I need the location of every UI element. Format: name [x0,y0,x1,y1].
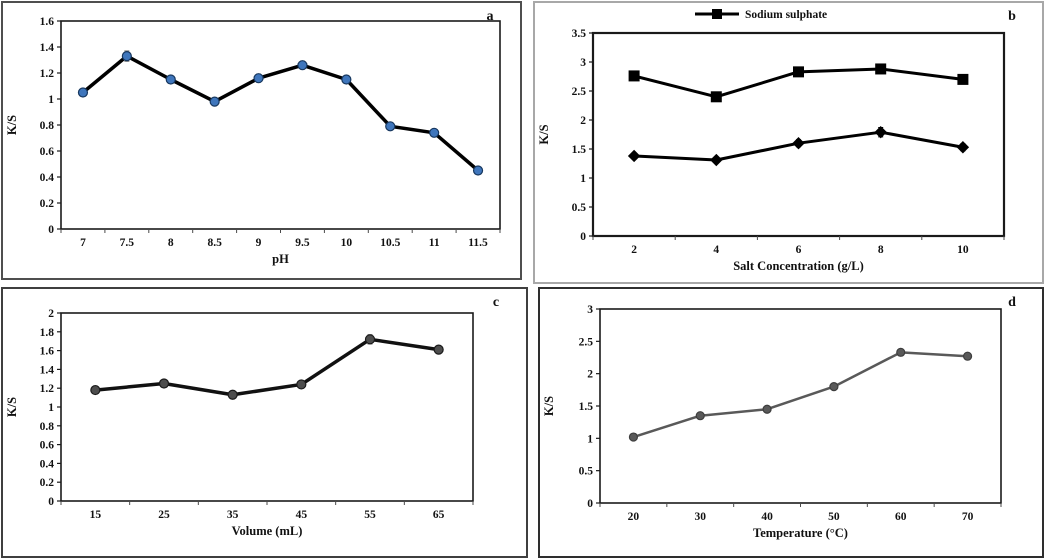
svg-text:8.5: 8.5 [207,237,222,249]
svg-text:0: 0 [48,496,54,508]
svg-text:1.5: 1.5 [572,144,587,156]
svg-text:10: 10 [341,237,353,249]
svg-text:25: 25 [158,509,170,521]
svg-text:Volume (mL): Volume (mL) [232,524,303,538]
svg-text:1: 1 [48,402,54,414]
svg-text:Sodium sulphate: Sodium sulphate [745,9,827,21]
svg-text:9: 9 [256,237,262,249]
legend-sodium-sulphate: Sodium sulphate [695,9,827,21]
svg-text:0.5: 0.5 [572,202,587,214]
svg-text:1.6: 1.6 [40,346,55,358]
svg-text:0.2: 0.2 [40,198,55,210]
svg-text:35: 35 [227,509,239,521]
svg-text:1: 1 [580,173,586,185]
chart-b-svg: 0 0.5 1 1.5 2 2.5 3 3.5 2 4 6 8 10 Salt Concentration… [537,9,1016,273]
svg-text:40: 40 [761,511,773,523]
svg-text:1: 1 [48,94,54,106]
svg-text:2.5: 2.5 [572,86,587,98]
svg-text:55: 55 [364,509,376,521]
svg-text:65: 65 [433,509,445,521]
svg-text:0.4: 0.4 [40,172,55,184]
svg-text:1: 1 [587,433,593,445]
svg-text:0.2: 0.2 [40,477,55,489]
svg-text:a: a [487,9,494,24]
svg-text:0.4: 0.4 [40,458,55,470]
svg-text:0.6: 0.6 [40,440,55,452]
svg-text:45: 45 [296,509,308,521]
svg-text:10: 10 [957,244,969,256]
svg-text:3.5: 3.5 [572,28,587,40]
svg-text:7.5: 7.5 [120,237,135,249]
svg-text:60: 60 [895,511,907,523]
svg-text:15: 15 [90,509,102,521]
svg-text:Temperature (°C): Temperature (°C) [753,526,848,540]
svg-text:0.5: 0.5 [579,466,594,478]
svg-text:9.5: 9.5 [295,237,310,249]
svg-text:2.5: 2.5 [579,336,594,348]
svg-text:1.6: 1.6 [40,16,55,28]
svg-text:20: 20 [628,511,640,523]
svg-text:0: 0 [48,224,54,236]
svg-text:0.8: 0.8 [40,421,55,433]
svg-text:1.4: 1.4 [40,42,55,54]
svg-text:8: 8 [878,244,884,256]
svg-text:0: 0 [580,231,586,243]
svg-text:1.4: 1.4 [40,364,55,376]
svg-text:K/S: K/S [5,115,19,135]
svg-text:b: b [1008,9,1016,24]
svg-text:c: c [493,295,499,310]
chart-c-svg: 0 0.2 0.4 0.6 0.8 1 1.2 1.4 1.6 1.8 2 15 25 35 45 55 65 V… [5,295,499,538]
panel-a: 0 0.2 0.4 0.6 0.8 1 1.2 1.4 1.6 7 7.5 8 8.5 9 9.5 10 10.… [1,1,522,280]
svg-text:4: 4 [713,244,719,256]
svg-text:10.5: 10.5 [380,237,400,249]
svg-text:30: 30 [695,511,707,523]
svg-text:0.8: 0.8 [40,120,55,132]
svg-text:Salt Concentration (g/L): Salt Concentration (g/L) [733,259,864,273]
svg-text:11.5: 11.5 [468,237,488,249]
svg-text:1.5: 1.5 [579,401,594,413]
svg-text:1.2: 1.2 [40,68,55,80]
chart-a-svg: 0 0.2 0.4 0.6 0.8 1 1.2 1.4 1.6 7 7.5 8 8.5 9 9.5 10 10.… [5,9,501,266]
svg-text:8: 8 [168,237,174,249]
panel-c: 0 0.2 0.4 0.6 0.8 1 1.2 1.4 1.6 1.8 2 15 25 35 45 55 65 V… [1,287,528,558]
svg-text:50: 50 [828,511,840,523]
svg-text:2: 2 [580,115,586,127]
svg-text:2: 2 [631,244,637,256]
svg-text:1.8: 1.8 [40,327,55,339]
svg-text:0.6: 0.6 [40,146,55,158]
svg-text:K/S: K/S [537,124,551,144]
panel-d: 0 0.5 1 1.5 2 2.5 3 20 30 40 50 60 70 Temperature (°C… [538,287,1044,558]
svg-text:d: d [1008,295,1016,310]
svg-text:70: 70 [962,511,974,523]
svg-text:11: 11 [429,237,440,249]
svg-text:2: 2 [48,308,54,320]
svg-text:6: 6 [796,244,802,256]
svg-text:3: 3 [587,304,593,316]
svg-text:3: 3 [580,57,586,69]
svg-text:pH: pH [272,252,289,266]
svg-text:2: 2 [587,369,593,381]
chart-d-svg: 0 0.5 1 1.5 2 2.5 3 20 30 40 50 60 70 Temperature (°C… [542,295,1016,540]
svg-text:K/S: K/S [5,397,19,417]
svg-text:0: 0 [587,498,593,510]
panel-b: 0 0.5 1 1.5 2 2.5 3 3.5 2 4 6 8 10 Salt Concentration… [533,1,1044,284]
svg-text:7: 7 [80,237,86,249]
svg-text:K/S: K/S [542,396,556,416]
svg-text:1.2: 1.2 [40,383,55,395]
